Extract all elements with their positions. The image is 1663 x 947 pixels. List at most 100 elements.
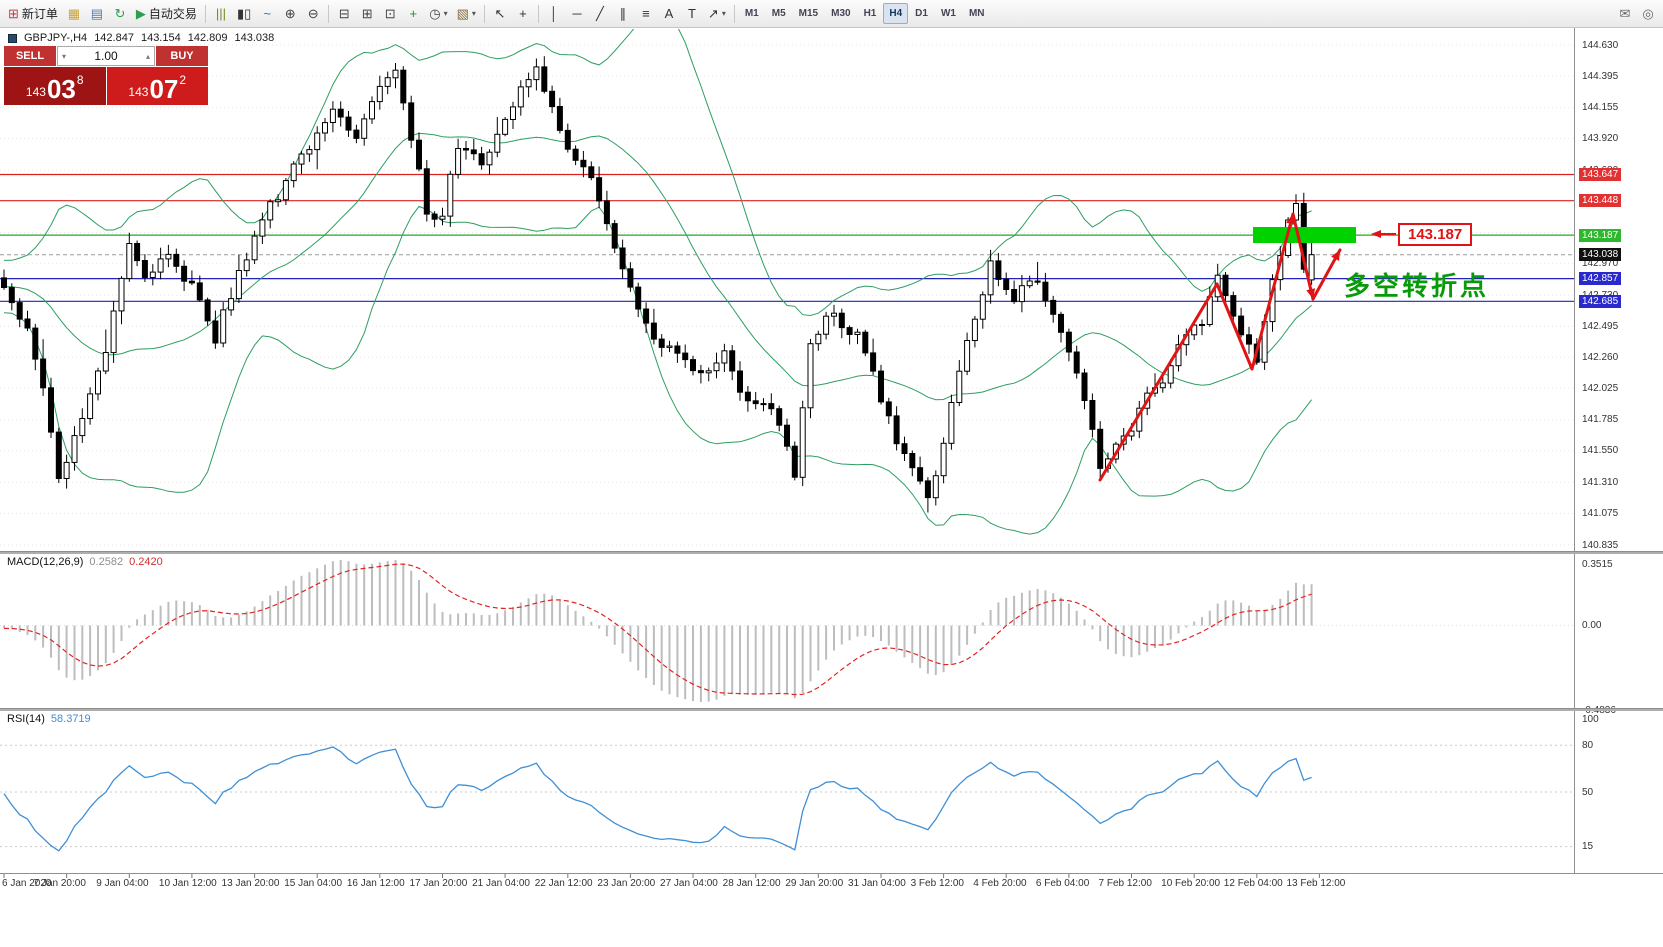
time-label: 12 Feb 04:00 [1223, 878, 1283, 889]
time-label: 15 Jan 04:00 [284, 878, 343, 889]
label-icon[interactable]: T [681, 3, 703, 25]
chart-header: GBPJPY-,H4 142.847 143.154 142.809 143.0… [8, 32, 274, 44]
line-chart-icon[interactable]: ~ [256, 3, 278, 25]
time-label: 6 Feb 04:00 [1035, 878, 1090, 889]
buy-price-figure: 143 [128, 85, 149, 99]
profiles-icon-glyph: ▤ [90, 6, 104, 21]
arrange-windows-icon[interactable]: ⊞ [356, 3, 378, 25]
volume-value[interactable]: 1.00 [94, 49, 118, 63]
trend-arrows[interactable] [1098, 212, 1342, 482]
new-order-button[interactable]: ⊞ 新订单 [4, 3, 62, 25]
templates-icon[interactable]: ▧ ▾ [453, 3, 480, 25]
candlesticks [1, 56, 1315, 513]
time-label: 23 Jan 20:00 [597, 878, 656, 889]
turning-point-label[interactable]: 多空转折点 [1344, 271, 1490, 301]
price-callout[interactable]: 143.187 [1398, 223, 1473, 246]
time-label: 6 Jan 2020 [2, 878, 52, 889]
price-axis-border [1574, 28, 1575, 873]
refresh-icon[interactable]: ↻ [109, 3, 131, 25]
timeframe-d1[interactable]: D1 [915, 8, 928, 19]
sell-button[interactable]: SELL [4, 46, 56, 66]
cursor-icon[interactable]: ↖ [489, 3, 511, 25]
horizontal-line-icon[interactable]: ─ [566, 3, 588, 25]
add-indicator-icon[interactable]: + [402, 3, 424, 25]
price-label: 144.630 [1582, 39, 1619, 51]
chat-icon[interactable]: ✉ [1614, 3, 1636, 25]
bar-chart-icon[interactable]: ||| [210, 3, 232, 25]
cascade-windows-icon[interactable]: ⊡ [379, 3, 401, 25]
autotrading-button-label: 自动交易 [148, 7, 197, 21]
dropdown-caret-icon: ▾ [721, 9, 726, 18]
timeframe-m15[interactable]: M15 [798, 8, 819, 19]
timeframe-m5[interactable]: M5 [771, 8, 786, 19]
rsi-line [3, 746, 1312, 852]
text-icon[interactable]: A [658, 3, 680, 25]
macd-indicator-label: MACD(12,26,9) 0.2582 0.2420 [7, 556, 163, 568]
panel-separator[interactable] [0, 708, 1663, 711]
zoom-in-icon[interactable]: ⊕ [279, 3, 301, 25]
crosshair-icon[interactable]: + [512, 3, 534, 25]
volume-increase-icon[interactable]: ▴ [145, 51, 150, 61]
timeframe-m30[interactable]: M30 [831, 8, 851, 19]
volume-input[interactable]: ▾ 1.00 ▴ [57, 46, 155, 66]
symbol-icon [8, 33, 17, 43]
price-label-special: 143.647 [1579, 168, 1622, 181]
zoom-out-icon[interactable]: ⊖ [302, 3, 324, 25]
macd-histogram [3, 560, 1313, 702]
sell-price-button[interactable]: 143 03 8 [4, 67, 106, 105]
crosshair-icon-glyph: + [519, 6, 527, 21]
label-icon-glyph: T [687, 6, 696, 21]
ohlc-close: 143.038 [234, 32, 275, 44]
price-label: 141.310 [1582, 476, 1619, 488]
autotrading-button[interactable]: ▶ 自动交易 [132, 3, 201, 25]
ohlc-open: 142.847 [94, 32, 134, 44]
channel-icon[interactable]: ∥ [612, 3, 634, 25]
timeframe-mn[interactable]: MN [968, 8, 985, 19]
panel-separator[interactable] [0, 551, 1663, 554]
ohlc-high: 143.154 [140, 32, 181, 44]
toolbar-separator [733, 4, 735, 23]
add-indicator-icon-glyph: + [409, 6, 418, 21]
timeframe-h1[interactable]: H1 [863, 8, 877, 19]
price-axis[interactable]: 144.630144.395144.155143.920143.680142.9… [1575, 28, 1663, 873]
rsi-indicator-label: RSI(14) 58.3719 [7, 713, 91, 725]
price-label: 144.395 [1582, 70, 1619, 82]
trendline-icon[interactable]: ╱ [589, 3, 611, 25]
timeframe-w1[interactable]: W1 [940, 8, 956, 19]
time-axis[interactable]: 6 Jan 2020 7 Jan 20:00 9 Jan 04:00 10 Jan 1… [0, 874, 1663, 894]
line-chart-icon-glyph: ~ [263, 6, 272, 21]
autotrading-button-glyph: ▶ [135, 6, 146, 21]
timeframe-h4[interactable]: H4 [883, 3, 909, 24]
price-label: 15 [1582, 841, 1594, 853]
candlestick-icon[interactable]: ▮▯ [233, 3, 255, 25]
time-label: 16 Jan 12:00 [346, 878, 405, 889]
symbol-period-label: GBPJPY-,H4 [24, 32, 88, 44]
callout-arrow-icon [1371, 230, 1396, 238]
volume-decrease-icon[interactable]: ▾ [62, 51, 67, 61]
time-label: 9 Jan 04:00 [96, 878, 149, 889]
toolbar-separator [483, 4, 485, 23]
price-label-special: 142.685 [1579, 294, 1622, 308]
zoom-out-icon-glyph: ⊖ [307, 6, 319, 21]
time-label: 13 Feb 12:00 [1286, 878, 1346, 889]
profiles-icon[interactable]: ▤ [86, 3, 108, 25]
periods-icon[interactable]: ◷ ▾ [425, 3, 451, 25]
buy-price-button[interactable]: 143 07 2 [106, 67, 208, 105]
community-icon[interactable]: ◎ [1637, 3, 1659, 25]
arrows-icon[interactable]: ↗ ▾ [704, 3, 730, 25]
tile-windows-icon[interactable]: ⊟ [333, 3, 355, 25]
time-label: 7 Jan 20:00 [33, 878, 86, 889]
buy-button[interactable]: BUY [156, 46, 208, 66]
fibonacci-icon[interactable]: ≡ [635, 3, 657, 25]
time-label: 13 Jan 20:00 [221, 878, 280, 889]
charts-grid-icon[interactable]: ▦ [63, 3, 85, 25]
time-label: 10 Feb 20:00 [1161, 878, 1221, 889]
supply-zone-box[interactable] [1253, 227, 1356, 243]
candlestick-icon-glyph: ▮▯ [236, 6, 252, 21]
timeframe-m1[interactable]: M1 [744, 8, 759, 19]
vertical-line-icon[interactable]: │ [543, 3, 565, 25]
macd-value: 0.2582 [89, 556, 124, 568]
text-icon-glyph: A [664, 6, 674, 21]
